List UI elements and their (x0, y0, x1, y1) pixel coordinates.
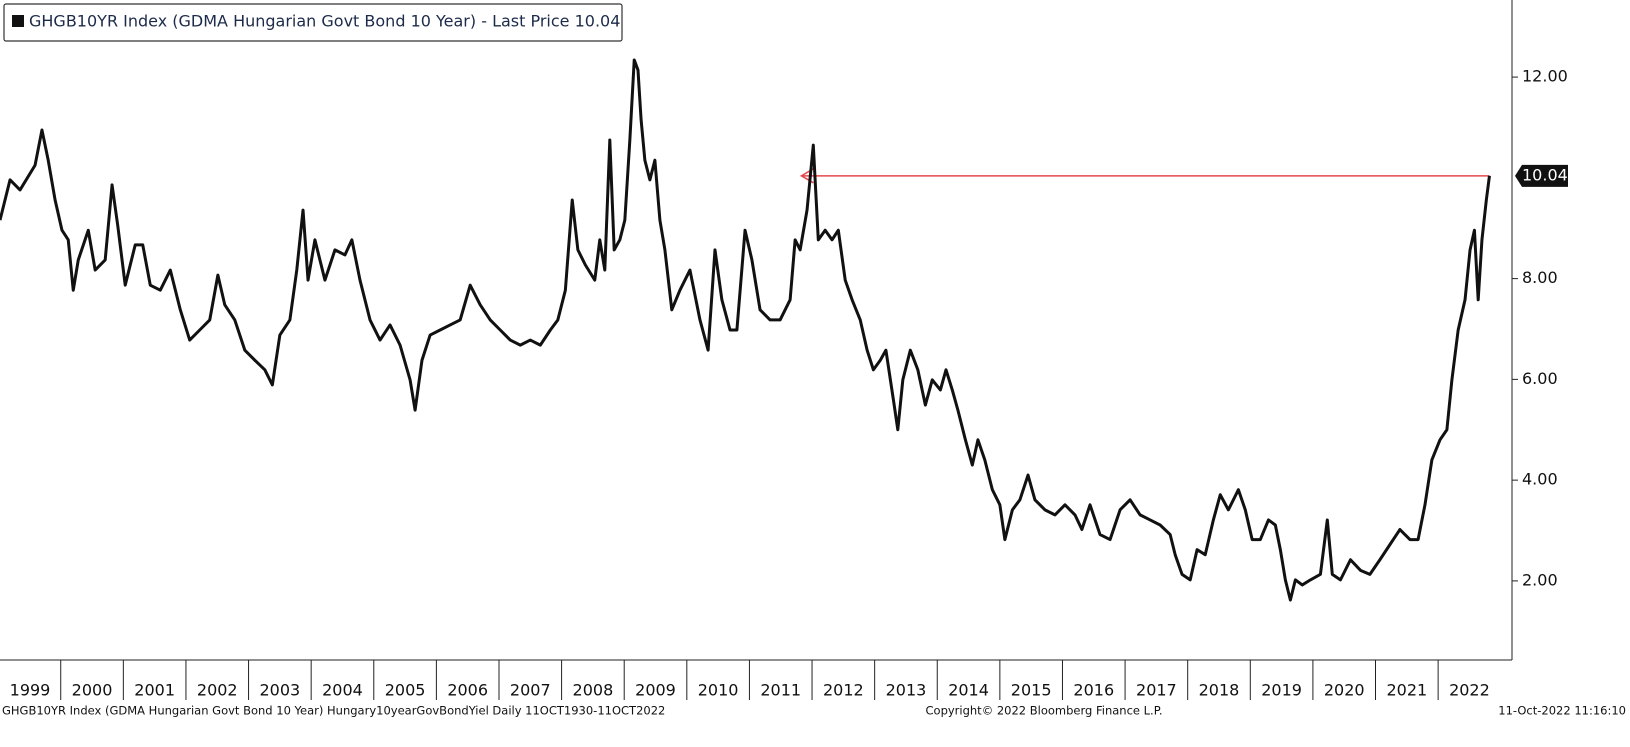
x-tick-label: 2007 (510, 681, 551, 700)
footer-left: GHGB10YR Index (GDMA Hungarian Govt Bond… (2, 704, 665, 718)
y-tick-label: 4.00 (1522, 470, 1558, 489)
x-tick-label: 2014 (948, 681, 989, 700)
x-tick-label: 2015 (1011, 681, 1052, 700)
legend-box (3, 3, 623, 42)
footer-center: Copyright© 2022 Bloomberg Finance L.P. (926, 704, 1163, 718)
x-tick-label: 2013 (886, 681, 927, 700)
last-price-tag (1515, 164, 1568, 187)
footer-right: 11-Oct-2022 11:16:10 (1498, 704, 1626, 718)
last-price-label: 10.04 (1522, 165, 1568, 184)
x-tick-label: 2009 (635, 681, 676, 700)
x-tick-label: 2019 (1261, 681, 1302, 700)
x-tick-label: 2016 (1073, 681, 1114, 700)
y-tick-label: 6.00 (1522, 369, 1558, 388)
y-tick-label: 8.00 (1522, 268, 1558, 287)
x-tick-label: 2011 (760, 681, 801, 700)
x-tick-label: 2021 (1386, 681, 1427, 700)
x-tick-label: 1999 (10, 681, 51, 700)
x-tick-label: 2018 (1199, 681, 1240, 700)
price-line (0, 58, 1491, 602)
x-tick-label: 2001 (134, 681, 175, 700)
y-tick-label: 12.00 (1522, 67, 1568, 86)
x-tick-label: 2002 (197, 681, 238, 700)
x-tick-label: 2017 (1136, 681, 1177, 700)
x-tick-label: 2003 (260, 681, 301, 700)
x-tick-label: 2012 (823, 681, 864, 700)
x-tick-label: 2006 (447, 681, 488, 700)
x-tick-label: 2022 (1449, 681, 1490, 700)
y-tick-label: 2.00 (1522, 570, 1558, 589)
x-tick-label: 2005 (385, 681, 426, 700)
legend-swatch (12, 15, 24, 27)
x-tick-label: 2008 (573, 681, 614, 700)
x-tick-label: 2010 (698, 681, 739, 700)
x-tick-label: 2020 (1324, 681, 1365, 700)
legend-title: GHGB10YR Index (GDMA Hungarian Govt Bond… (29, 12, 620, 31)
x-tick-label: 2004 (322, 681, 363, 700)
x-tick-label: 2000 (72, 681, 113, 700)
